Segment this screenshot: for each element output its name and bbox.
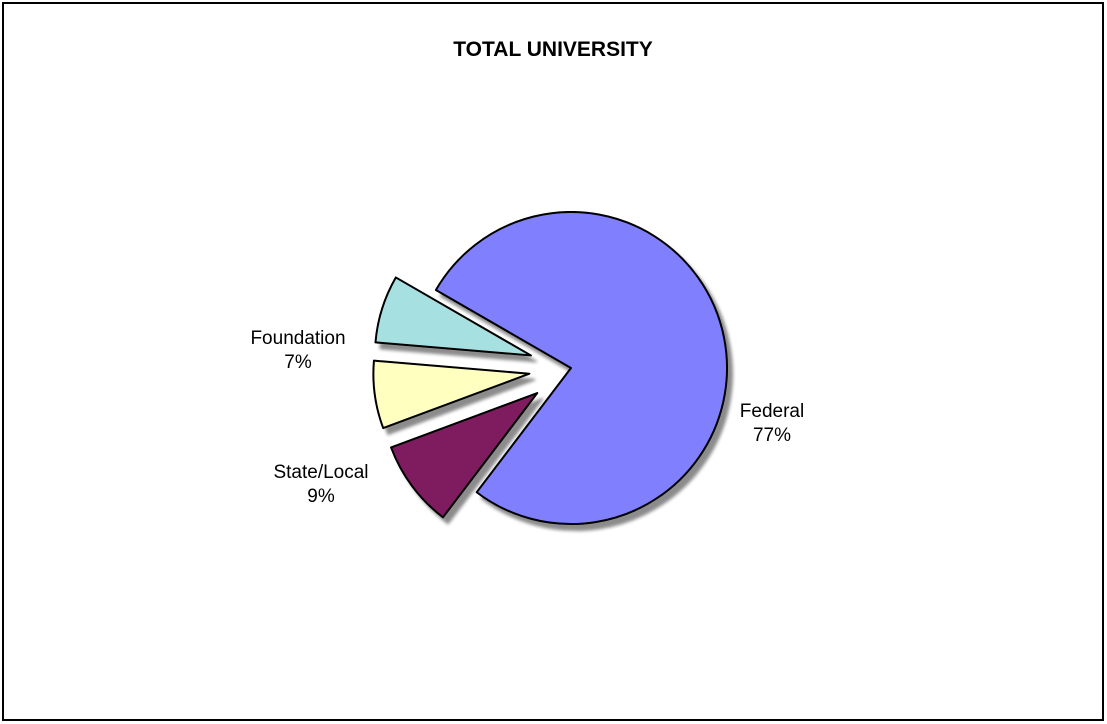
slice-label-name: Federal <box>740 401 804 422</box>
pie-slices <box>372 211 728 525</box>
pie-chart: Federal 77% State/Local 9% Foundation 7% <box>250 211 804 525</box>
slice-label-federal: Federal 77% <box>740 401 804 446</box>
pie-labels: Federal 77% State/Local 9% Foundation 7% <box>250 328 804 507</box>
chart-title: TOTAL UNIVERSITY <box>453 38 653 61</box>
slice-label-percent: 9% <box>307 486 335 507</box>
slice-label-name: State/Local <box>273 462 368 483</box>
pie-slice-federal <box>434 211 728 525</box>
slice-label-name: Foundation <box>250 328 345 349</box>
pie-slice-state-local <box>390 392 539 519</box>
slice-label-foundation: Foundation 7% <box>250 328 345 373</box>
slice-label-percent: 7% <box>284 352 312 373</box>
slice-label-percent: 77% <box>753 425 791 446</box>
slice-label-state-local: State/Local 9% <box>273 462 368 507</box>
pie-slice-foundation <box>374 276 532 357</box>
pie-slice-unlabeled-2 <box>372 359 531 430</box>
